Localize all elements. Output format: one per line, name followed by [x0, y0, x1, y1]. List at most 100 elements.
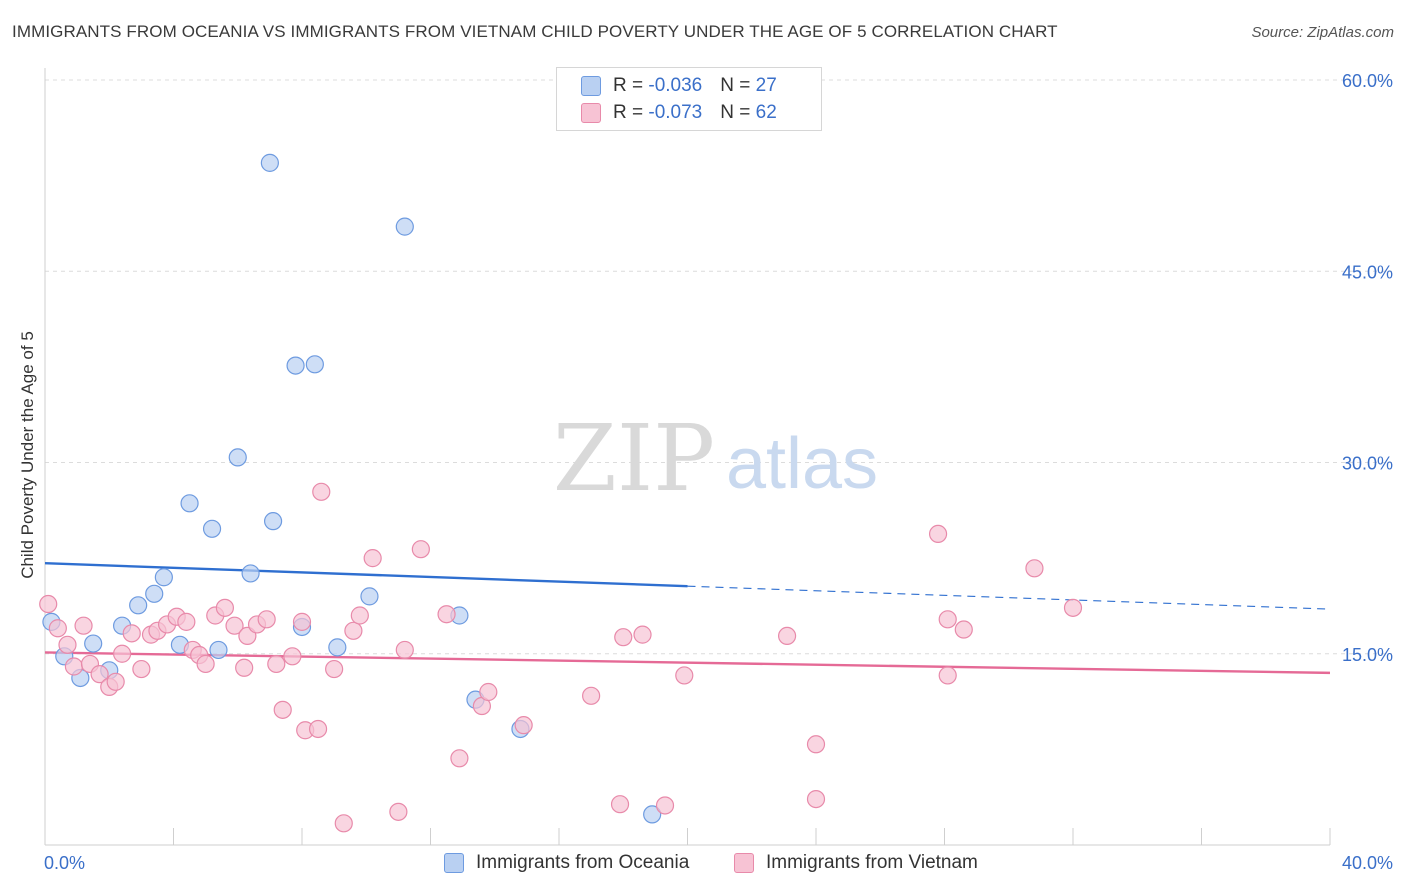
vietnam-point — [312, 482, 331, 501]
vietnam-point — [273, 700, 292, 719]
legend-n-value-vietnam: 62 — [755, 102, 777, 123]
vietnam-point — [39, 594, 58, 614]
legend-swatch-blue — [581, 76, 601, 96]
vietnam-point — [633, 625, 652, 644]
legend-n-label: N = — [720, 102, 756, 123]
vietnam-point — [350, 606, 369, 625]
vietnam-point — [954, 620, 973, 639]
vietnam-point — [283, 647, 302, 666]
vietnam-point — [514, 716, 533, 735]
vietnam-point — [395, 640, 414, 660]
legend: R = -0.036 N = 27 R = -0.073 N = 62 — [556, 67, 822, 131]
vietnam-point — [450, 749, 469, 768]
legend-r-value-vietnam: -0.073 — [648, 102, 703, 123]
legend-row-vietnam: R = -0.073 N = 62 — [581, 101, 777, 125]
oceania-point — [395, 217, 414, 236]
tick-labels: 15.0% 30.0% 45.0% 60.0% 0.0% 40.0% — [44, 71, 1393, 873]
bottom-legend-swatch-blue — [444, 853, 464, 873]
watermark-atlas: atlas — [726, 424, 878, 504]
vietnam-point — [267, 654, 286, 674]
oceania-point — [154, 568, 173, 587]
oceania-point — [260, 153, 279, 172]
y-tick-label: 15.0% — [1342, 645, 1393, 665]
trend-lines — [44, 562, 1331, 675]
y-tick-label: 60.0% — [1342, 71, 1393, 91]
oceania-trend-line — [44, 562, 688, 588]
vietnam-point — [334, 814, 353, 833]
oceania-point — [263, 512, 283, 531]
vietnam-point — [292, 612, 312, 631]
bottom-legend-swatch-pink — [734, 853, 754, 873]
legend-n-label: N = — [720, 75, 756, 96]
vietnam-point — [196, 654, 215, 674]
oceania-point — [209, 640, 228, 660]
oceania-point — [129, 596, 148, 615]
oceania-trend-line-dashed — [687, 585, 1331, 610]
oceania-point — [84, 634, 103, 653]
data-points — [39, 153, 1083, 833]
legend-row-oceania: R = -0.036 N = 27 — [581, 74, 777, 98]
y-tick-label: 45.0% — [1342, 262, 1393, 282]
vietnam-point — [122, 624, 141, 643]
watermark-zip: ZIP — [553, 405, 715, 512]
legend-r-label: R = — [613, 102, 649, 123]
vietnam-point — [938, 610, 957, 629]
vietnam-point — [1025, 559, 1044, 578]
legend-swatch-pink — [581, 103, 601, 123]
x-tick-label: 0.0% — [44, 853, 85, 873]
bottom-legend-label-oceania: Immigrants from Oceania — [476, 852, 690, 873]
bottom-legend-vietnam: Immigrants from Vietnam — [734, 852, 978, 874]
oceania-point — [328, 638, 347, 657]
vietnam-point — [938, 666, 957, 685]
legend-r-label: R = — [613, 75, 649, 96]
oceania-point — [241, 564, 260, 583]
oceania-point — [643, 805, 662, 824]
vietnam-point — [215, 598, 234, 617]
bottom-legend-label-vietnam: Immigrants from Vietnam — [766, 852, 978, 873]
vietnam-point — [74, 616, 93, 635]
bottom-legend-oceania: Immigrants from Oceania — [444, 852, 689, 874]
vietnam-point — [308, 719, 328, 739]
axes — [44, 68, 1331, 846]
vietnam-trend-line — [44, 651, 1331, 675]
vietnam-point — [806, 735, 826, 754]
source-label: Source: ZipAtlas.com — [1251, 24, 1394, 41]
oceania-point — [202, 519, 222, 538]
oceania-point — [360, 587, 379, 606]
vietnam-point — [235, 658, 254, 677]
vietnam-point — [1063, 598, 1083, 617]
oceania-point — [305, 355, 324, 374]
vietnam-point — [363, 549, 382, 568]
vietnam-point — [58, 635, 77, 654]
vietnam-point — [928, 524, 948, 544]
oceania-point — [286, 356, 305, 375]
vietnam-point — [655, 796, 675, 815]
vietnam-point — [437, 605, 456, 624]
vietnam-point — [225, 616, 244, 635]
vietnam-point — [806, 789, 826, 809]
vietnam-point — [177, 612, 196, 631]
oceania-point — [145, 584, 164, 603]
vietnam-point — [389, 802, 408, 821]
legend-r-value-oceania: -0.036 — [648, 75, 703, 96]
vietnam-point — [675, 666, 694, 685]
vietnam-point — [132, 659, 151, 679]
watermark: ZIP atlas — [553, 405, 878, 512]
vietnam-point — [64, 657, 84, 676]
vietnam-point — [614, 628, 633, 647]
vietnam-point — [48, 619, 67, 638]
vietnam-point — [777, 626, 797, 646]
x-tick-label: 40.0% — [1342, 853, 1393, 873]
vietnam-point — [90, 665, 109, 684]
vietnam-point — [325, 659, 344, 679]
vietnam-point — [106, 672, 125, 691]
vietnam-point — [257, 610, 276, 629]
vietnam-point — [344, 621, 363, 640]
vietnam-point — [112, 644, 132, 663]
grid-lines — [45, 79, 1392, 655]
chart-title: IMMIGRANTS FROM OCEANIA VS IMMIGRANTS FR… — [12, 22, 1058, 41]
vietnam-point — [479, 682, 498, 702]
oceania-point — [228, 448, 247, 467]
oceania-point — [180, 494, 199, 513]
